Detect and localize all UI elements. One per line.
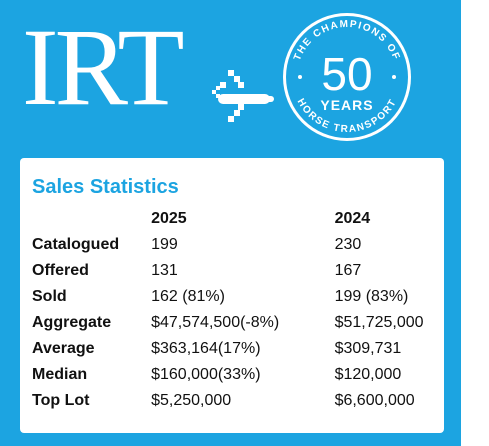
row-label: Median [32,366,88,383]
cell-2024: $6,600,000 [334,392,415,409]
row-label: Offered [32,262,89,279]
cell-2024: $309,731 [334,340,402,357]
logo-text: IRT [22,6,185,128]
table-row: Aggregate $47,574,500(-8%) $51,725,000 [32,310,444,336]
badge-dot-left [298,75,302,79]
table-header-row: 2025 2024 [32,206,444,232]
cell-2025: 199 [151,236,178,253]
badge-years: YEARS [320,97,373,113]
irt-logo: IRT [22,12,274,136]
badge-number: 50 [321,48,372,100]
table-row: Top Lot $5,250,000 $6,600,000 [32,388,444,414]
row-label: Catalogued [32,236,120,253]
brand-panel: IRT THE CHAMPION [0,0,461,446]
badge-dot-right [392,75,396,79]
row-label: Average [32,340,95,357]
cell-2025: $363,164(17%) [151,340,261,357]
cell-2024: 167 [334,262,362,279]
table-row: Median $160,000(33%) $120,000 [32,362,444,388]
table-row: Average $363,164(17%) $309,731 [32,336,444,362]
airplane-icon [212,70,274,122]
table-row: Sold 162 (81%) 199 (83%) [32,284,444,310]
column-header-2024: 2024 [334,210,371,227]
column-header-label [32,206,151,232]
row-label: Top Lot [32,392,90,409]
column-header-2025: 2025 [151,210,187,227]
cell-2025: $47,574,500(-8%) [151,314,280,331]
sales-statistics-table: 2025 2024 Catalogued 199 230 Offered 131… [32,206,444,414]
cell-2025: $160,000(33%) [151,366,261,383]
table-row: Offered 131 167 [32,258,444,284]
cell-2025: 162 (81%) [151,288,225,305]
row-label: Sold [32,288,67,305]
cell-2025: $5,250,000 [151,392,232,409]
cell-2024: $51,725,000 [334,314,424,331]
row-label: Aggregate [32,314,112,331]
table-row: Catalogued 199 230 [32,232,444,258]
cell-2024: 230 [334,236,362,253]
cell-2025: 131 [151,262,178,279]
card-title: Sales Statistics [32,176,179,198]
fifty-years-badge: THE CHAMPIONS OF HORSE TRANSPORT 50 YEAR… [283,13,411,141]
cell-2024: 199 (83%) [334,288,409,305]
sales-statistics-card: Sales Statistics 2025 2024 Catalogued 19… [20,158,444,433]
cell-2024: $120,000 [334,366,402,383]
